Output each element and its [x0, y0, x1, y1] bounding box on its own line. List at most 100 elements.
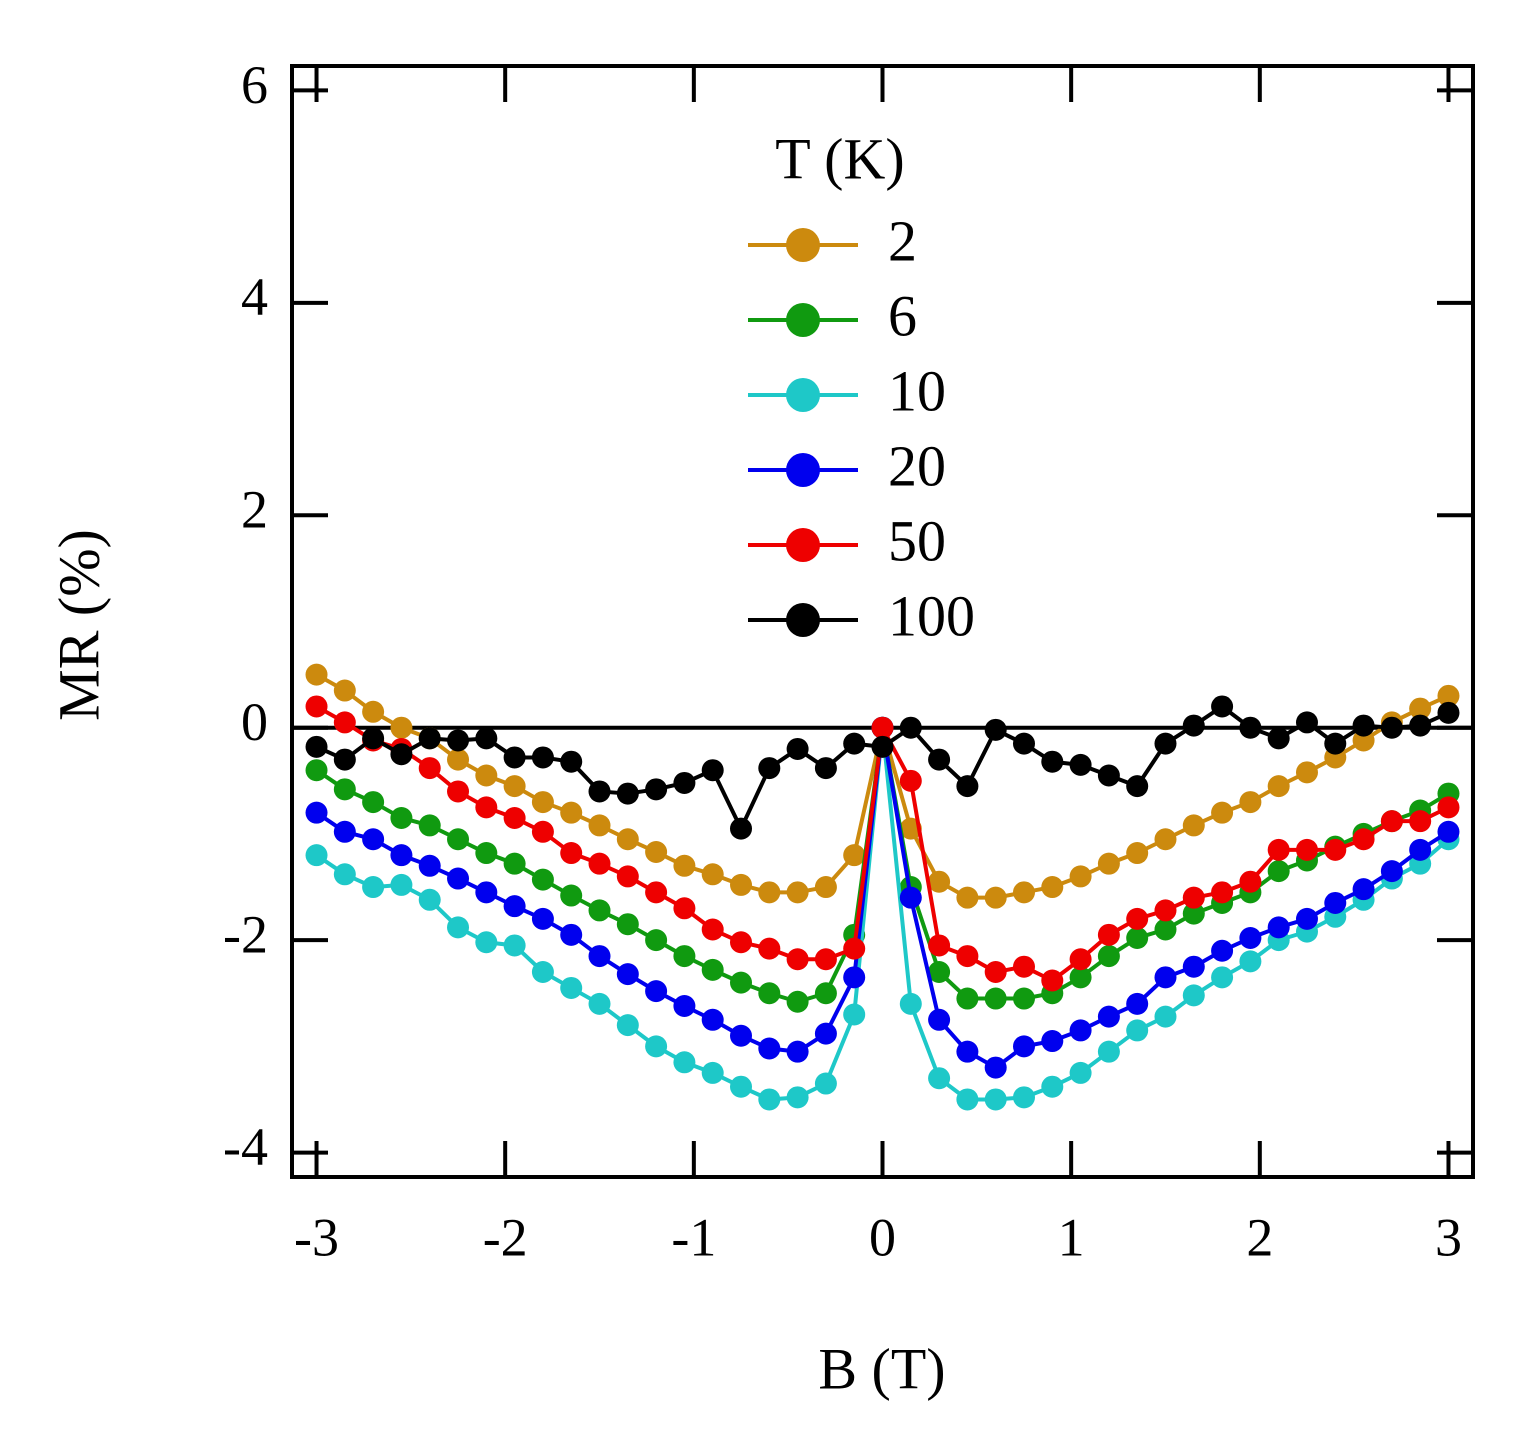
data-point: [899, 716, 922, 739]
data-point: [1295, 838, 1318, 861]
data-point: [843, 732, 866, 755]
data-point: [1295, 907, 1318, 930]
data-point: [1154, 918, 1177, 941]
data-point: [814, 876, 837, 899]
data-point: [758, 881, 781, 904]
data-point: [1012, 955, 1035, 978]
data-point: [645, 980, 668, 1003]
data-point: [1182, 902, 1205, 925]
data-point: [984, 961, 1007, 984]
data-point: [928, 748, 951, 771]
data-point: [645, 881, 668, 904]
data-point: [843, 1003, 866, 1026]
data-point: [531, 746, 554, 769]
data-point: [984, 886, 1007, 909]
y-tick-label: 0: [241, 692, 268, 752]
data-point: [673, 897, 696, 920]
data-point: [1409, 697, 1432, 720]
data-point: [928, 1067, 951, 1090]
data-point: [1069, 753, 1092, 776]
data-point: [673, 945, 696, 968]
data-point: [1126, 927, 1149, 950]
data-point: [418, 854, 441, 877]
data-point: [1437, 701, 1460, 724]
data-point: [701, 1061, 724, 1084]
data-point: [1239, 950, 1262, 973]
x-axis-label: B (T): [818, 1336, 945, 1401]
data-point: [1097, 945, 1120, 968]
data-point: [1267, 775, 1290, 798]
data-point: [956, 1088, 979, 1111]
data-point: [758, 1037, 781, 1060]
data-point: [362, 700, 385, 723]
data-point: [531, 868, 554, 891]
data-point: [560, 842, 583, 865]
data-point: [1069, 966, 1092, 989]
data-point: [560, 750, 583, 773]
data-point: [390, 844, 413, 867]
data-point: [758, 757, 781, 780]
data-point: [1154, 899, 1177, 922]
data-point: [1324, 838, 1347, 861]
data-point: [1097, 764, 1120, 787]
data-point: [1069, 1019, 1092, 1042]
data-point: [730, 1075, 753, 1098]
data-point: [928, 934, 951, 957]
data-point: [956, 1040, 979, 1063]
series: [305, 716, 1460, 1013]
data-point: [956, 945, 979, 968]
data-point: [1267, 727, 1290, 750]
data-point: [1097, 1005, 1120, 1028]
data-point: [928, 870, 951, 893]
data-point: [984, 1088, 1007, 1111]
data-point: [531, 961, 554, 984]
data-point: [418, 757, 441, 780]
data-point: [1211, 966, 1234, 989]
data-point: [616, 828, 639, 851]
y-tick-label: -4: [223, 1117, 268, 1177]
data-point: [1437, 684, 1460, 707]
data-point: [1041, 969, 1064, 992]
x-tick-label: -3: [294, 1207, 339, 1267]
data-point: [1211, 801, 1234, 824]
data-point: [1069, 1061, 1092, 1084]
data-point: [730, 931, 753, 954]
data-point: [730, 971, 753, 994]
data-point: [1182, 814, 1205, 837]
data-point: [786, 1086, 809, 1109]
data-point: [418, 727, 441, 750]
legend-marker: [786, 453, 820, 487]
data-point: [447, 867, 470, 890]
x-tick-label: 1: [1058, 1207, 1085, 1267]
data-point: [956, 775, 979, 798]
legend-marker: [786, 303, 820, 337]
legend-title: T (K): [775, 126, 904, 191]
data-point: [1182, 955, 1205, 978]
y-axis-label: MR (%): [46, 529, 111, 721]
data-point: [1352, 828, 1375, 851]
data-point: [475, 842, 498, 865]
x-tick-label: 0: [869, 1207, 896, 1267]
data-point: [984, 987, 1007, 1010]
data-point: [588, 992, 611, 1015]
data-point: [1012, 732, 1035, 755]
data-point: [645, 929, 668, 952]
data-point: [362, 876, 385, 899]
data-point: [305, 759, 328, 782]
x-tick-label: 2: [1246, 1207, 1273, 1267]
data-point: [843, 937, 866, 960]
data-point: [984, 1056, 1007, 1079]
data-point: [814, 1072, 837, 1095]
data-point: [1324, 732, 1347, 755]
data-point: [531, 820, 554, 843]
data-point: [701, 918, 724, 941]
plot-frame: [290, 64, 1475, 1179]
data-point: [1012, 987, 1035, 1010]
legend-label: 2: [888, 208, 917, 273]
data-point: [1352, 714, 1375, 737]
data-point: [1041, 876, 1064, 899]
data-point: [673, 854, 696, 877]
data-point: [305, 735, 328, 758]
data-point: [1437, 820, 1460, 843]
data-point: [730, 873, 753, 896]
